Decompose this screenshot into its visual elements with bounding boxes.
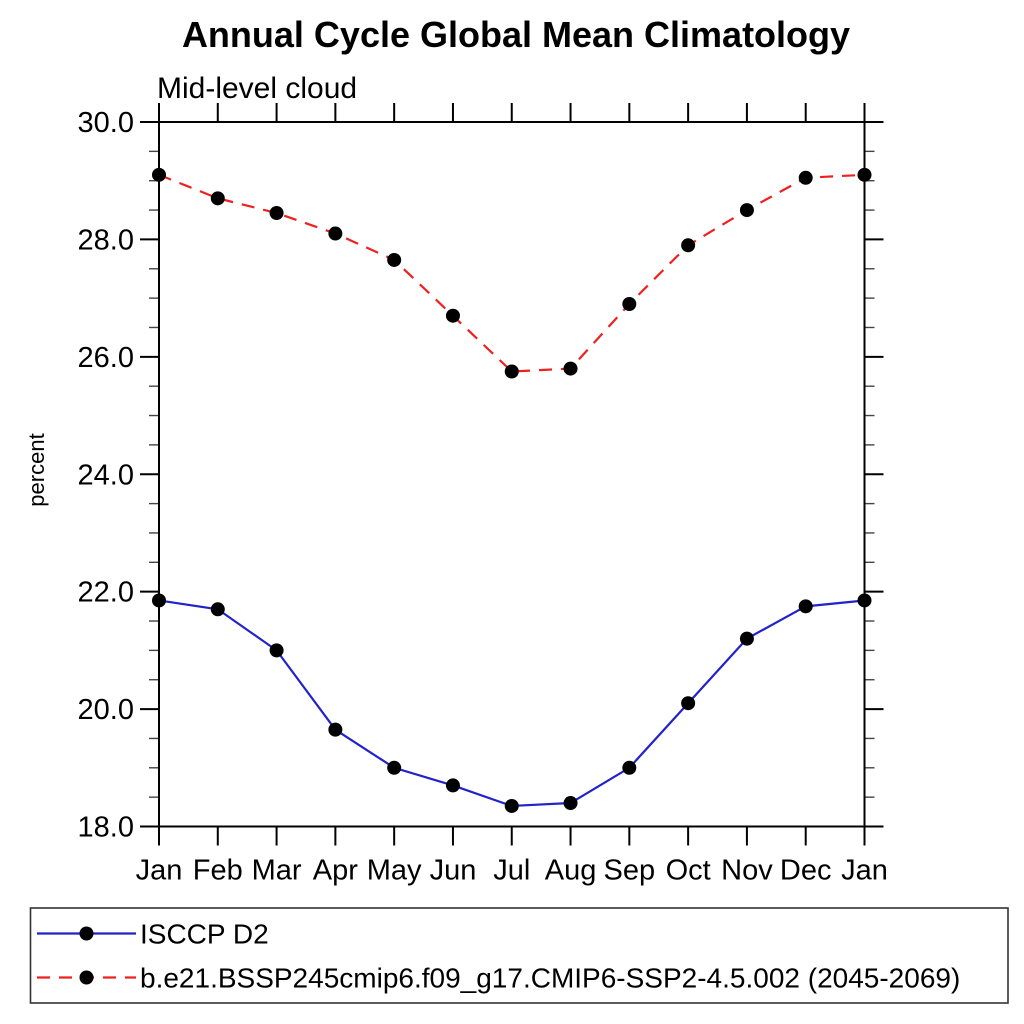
data-point-marker: [504, 798, 519, 813]
x-tick-label: Jun: [430, 855, 477, 887]
data-point-marker: [563, 361, 578, 376]
legend-label-isccp: ISCCP D2: [140, 919, 269, 950]
y-tick-label: 18.0: [78, 812, 134, 844]
legend-label-model: b.e21.BSSP245cmip6.f09_g17.CMIP6-SSP2-4.…: [140, 963, 960, 994]
data-point-marker: [622, 296, 637, 311]
data-point-marker: [269, 205, 284, 220]
legend-marker-dot-icon: [79, 970, 94, 985]
y-tick-label: 24.0: [78, 459, 134, 491]
data-point-marker: [563, 796, 578, 811]
data-point-marker: [152, 167, 166, 182]
legend: ISCCP D2 b.e21.BSSP245cmip6.f09_g17.CMIP…: [29, 907, 1009, 1004]
data-point-marker: [857, 593, 872, 608]
y-tick-label: 22.0: [78, 577, 134, 609]
data-point-marker: [739, 203, 754, 218]
x-tick-label: Mar: [252, 855, 302, 887]
x-tick-label: Jul: [493, 855, 530, 887]
y-axis-label: percent: [24, 433, 49, 506]
series-line: [158, 173, 865, 373]
legend-marker-dot-icon: [79, 926, 94, 941]
chart-subtitle: Mid-level cloud: [157, 72, 357, 105]
legend-item-isccp: ISCCP D2: [37, 919, 269, 950]
plot-frame: [158, 121, 866, 828]
x-tick-label: May: [367, 855, 422, 887]
data-point-marker: [445, 778, 460, 793]
data-point-marker: [387, 760, 402, 775]
y-tick-label: 30.0: [78, 107, 134, 139]
x-tick-label: Feb: [193, 855, 243, 887]
x-tick-label: Jan: [136, 855, 183, 887]
y-tick-label: 26.0: [78, 342, 134, 374]
x-tick-label: Sep: [604, 855, 656, 887]
y-tick-label: 28.0: [78, 224, 134, 256]
data-point-marker: [681, 238, 696, 253]
data-point-marker: [269, 643, 284, 658]
data-point-marker: [152, 593, 166, 608]
x-tick-label: Aug: [545, 855, 597, 887]
data-point-marker: [622, 760, 637, 775]
x-tick-label: Oct: [666, 855, 711, 887]
data-point-marker: [210, 191, 225, 206]
chart-title: Annual Cycle Global Mean Climatology: [182, 14, 850, 55]
data-series: [152, 167, 872, 813]
legend-box: [29, 907, 1009, 1004]
data-point-marker: [328, 226, 343, 241]
data-point-marker: [210, 602, 225, 617]
data-point-marker: [504, 364, 519, 379]
data-point-marker: [798, 170, 813, 185]
axis-ticks: 18.0 20.0 22.0 24.0 26.0 28.0 30.0 Jan Feb Mar Apr…: [78, 103, 888, 887]
x-tick-label: Dec: [780, 855, 832, 887]
x-tick-label: Jan: [841, 855, 888, 887]
x-tick-label: Apr: [313, 855, 358, 887]
data-point-marker: [445, 308, 460, 323]
x-tick-label: Nov: [721, 855, 773, 887]
data-point-marker: [857, 167, 872, 182]
data-point-marker: [328, 722, 343, 737]
data-point-marker: [739, 631, 754, 646]
y-tick-label: 20.0: [78, 694, 134, 726]
legend-item-model: b.e21.BSSP245cmip6.f09_g17.CMIP6-SSP2-4.…: [37, 963, 960, 994]
data-point-marker: [387, 252, 402, 267]
data-point-marker: [681, 696, 696, 711]
data-point-marker: [798, 599, 813, 614]
series-line: [158, 599, 865, 808]
